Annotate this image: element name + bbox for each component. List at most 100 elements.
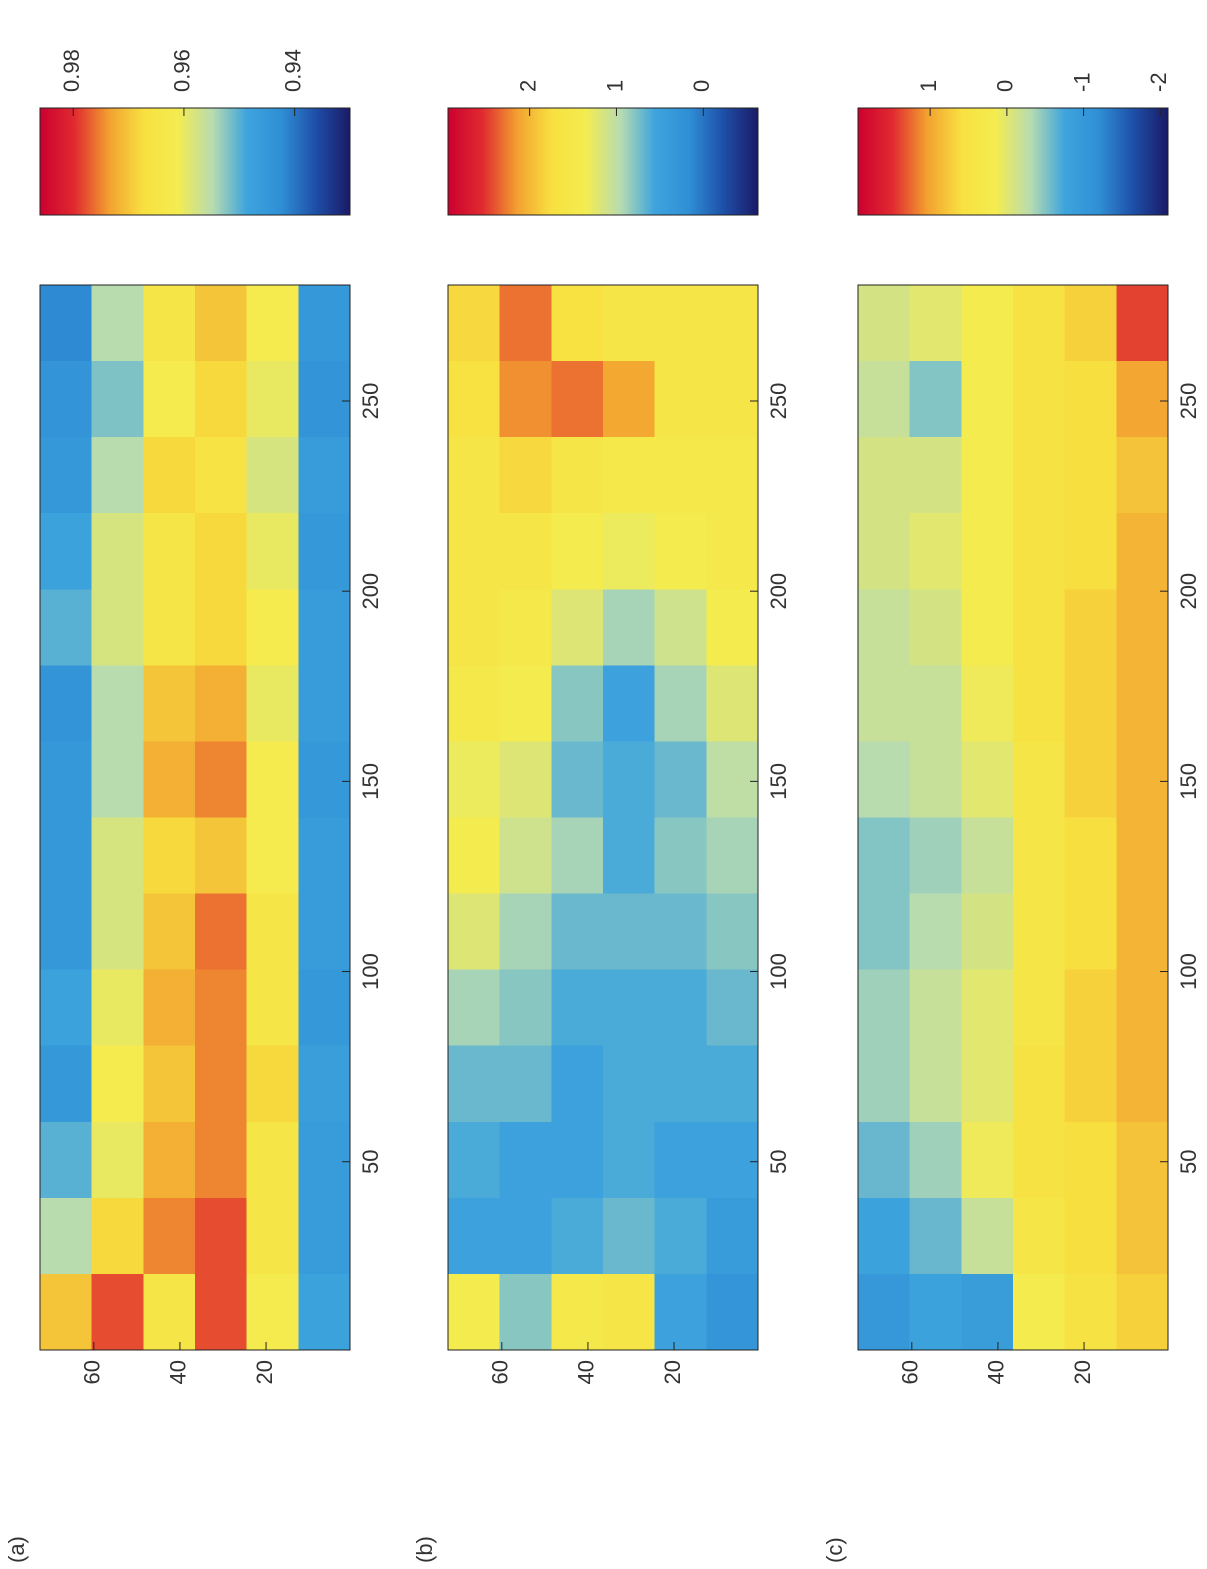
figure: 20406050100150200250(a)0.940.960.9820406… — [0, 0, 1207, 1569]
heatmap-cell — [603, 1045, 655, 1122]
heatmap-cell — [655, 1197, 707, 1274]
x-tick-label: 50 — [358, 1149, 383, 1173]
heatmap-cell — [92, 817, 144, 894]
heatmap-cell — [143, 285, 195, 362]
heatmap-cell — [1065, 285, 1117, 362]
heatmap-cell — [195, 589, 247, 666]
heatmap-cell — [298, 969, 350, 1046]
heatmap-cell — [961, 817, 1013, 894]
heatmap-cell — [551, 741, 603, 818]
heatmap-cell — [143, 589, 195, 666]
heatmap-cell — [858, 285, 910, 362]
heatmap-cell — [448, 817, 500, 894]
heatmap-cell — [298, 437, 350, 514]
heatmap-cell — [603, 513, 655, 590]
heatmap-cell — [910, 1045, 962, 1122]
y-tick-label: 60 — [488, 1360, 513, 1384]
colorbar-tick-label: 0.96 — [170, 49, 195, 92]
panel-label: (c) — [822, 1537, 847, 1563]
heatmap-cell — [603, 893, 655, 970]
heatmap-cell — [195, 1273, 247, 1350]
heatmap-cell — [706, 1045, 758, 1122]
heatmap-cell — [1065, 665, 1117, 742]
heatmap-cell — [298, 817, 350, 894]
heatmap-cell — [500, 285, 552, 362]
heatmap-cell — [910, 665, 962, 742]
heatmap-cell — [858, 665, 910, 742]
heatmap-cell — [551, 893, 603, 970]
heatmap-cell — [706, 817, 758, 894]
heatmap-cell — [706, 1121, 758, 1198]
heatmap-cell — [603, 285, 655, 362]
heatmap-cell — [603, 665, 655, 742]
x-tick-label: 50 — [1176, 1149, 1201, 1173]
heatmap-cell — [551, 969, 603, 1046]
heatmap-cell — [1116, 969, 1168, 1046]
heatmap-cell — [92, 741, 144, 818]
heatmap-cell — [961, 589, 1013, 666]
heatmap-cell — [1065, 893, 1117, 970]
heatmap-cell — [910, 893, 962, 970]
heatmap-cell — [706, 513, 758, 590]
heatmap-cell — [40, 665, 92, 742]
heatmap-cell — [858, 589, 910, 666]
colorbar — [858, 108, 1168, 215]
heatmap-cell — [1013, 1045, 1065, 1122]
heatmap-cell — [961, 969, 1013, 1046]
x-tick-label: 200 — [1176, 573, 1201, 610]
panel-label: (b) — [412, 1536, 437, 1563]
heatmap-cell — [603, 1197, 655, 1274]
heatmap-cell — [961, 285, 1013, 362]
x-tick-label: 150 — [766, 763, 791, 800]
heatmap-cell — [858, 893, 910, 970]
heatmap-cell — [500, 817, 552, 894]
colorbar-tick-label: 1 — [602, 80, 627, 92]
heatmap-cell — [551, 437, 603, 514]
heatmap-cell — [961, 513, 1013, 590]
heatmap-cell — [247, 893, 299, 970]
heatmap-cell — [298, 1121, 350, 1198]
heatmap-cell — [655, 589, 707, 666]
heatmap-cell — [448, 1121, 500, 1198]
y-tick-label: 20 — [252, 1360, 277, 1384]
heatmap-cell — [247, 741, 299, 818]
heatmap-cell — [500, 437, 552, 514]
heatmap-cell — [448, 1273, 500, 1350]
heatmap-cell — [961, 1273, 1013, 1350]
heatmap-cell — [706, 1273, 758, 1350]
heatmap-cell — [655, 741, 707, 818]
heatmap-cell — [603, 741, 655, 818]
heatmap-cell — [858, 437, 910, 514]
heatmap-cell — [858, 1121, 910, 1198]
heatmap-cell — [858, 741, 910, 818]
heatmap-cell — [961, 361, 1013, 438]
colorbar — [40, 108, 350, 215]
colorbar-tick-label: 2 — [515, 80, 540, 92]
heatmap-cell — [858, 513, 910, 590]
heatmap-cell — [92, 893, 144, 970]
heatmap-cell — [1065, 741, 1117, 818]
heatmap-cell — [195, 1121, 247, 1198]
heatmap-cell — [143, 361, 195, 438]
heatmap-cell — [40, 589, 92, 666]
heatmap-cell — [195, 285, 247, 362]
heatmap-cell — [1116, 589, 1168, 666]
heatmap-cell — [1065, 817, 1117, 894]
x-tick-label: 250 — [1176, 383, 1201, 420]
heatmap-cell — [858, 1045, 910, 1122]
heatmap-cell — [143, 513, 195, 590]
heatmap-cell — [448, 741, 500, 818]
heatmap-cell — [195, 893, 247, 970]
x-tick-label: 200 — [358, 573, 383, 610]
heatmap-cell — [500, 513, 552, 590]
heatmap-cell — [448, 969, 500, 1046]
heatmap-cell — [910, 589, 962, 666]
heatmap-cell — [706, 741, 758, 818]
y-tick-label: 60 — [80, 1360, 105, 1384]
heatmap-cell — [40, 513, 92, 590]
heatmap-cell — [143, 1045, 195, 1122]
heatmap-cell — [92, 665, 144, 742]
heatmap-cell — [143, 969, 195, 1046]
heatmap-cell — [655, 1045, 707, 1122]
heatmap-cell — [910, 285, 962, 362]
